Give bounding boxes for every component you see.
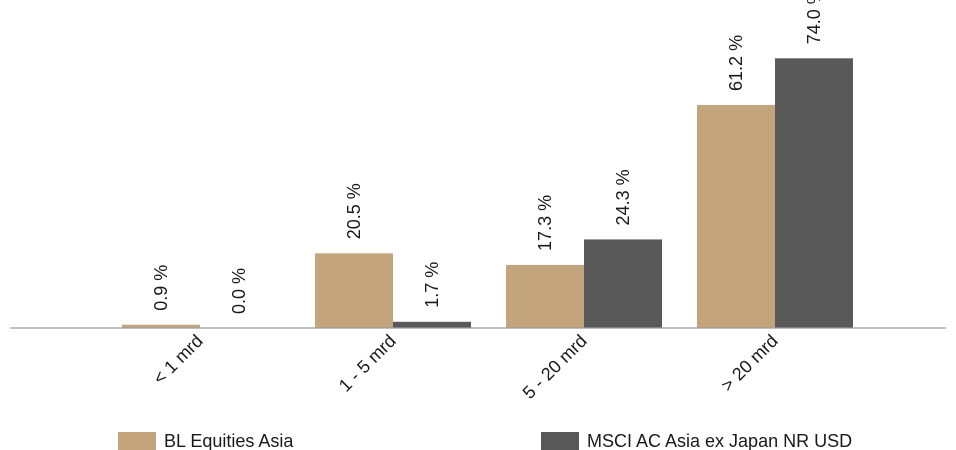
x-tick-label-3: > 20 mrd	[717, 331, 782, 396]
data-label-bl-equities-asia-3: 61.2 %	[726, 35, 746, 91]
data-label-msci-ac-asia-0: 0.0 %	[229, 268, 249, 314]
x-tick-label-1: 1 - 5 mrd	[335, 331, 400, 396]
data-label-bl-equities-asia-2: 17.3 %	[535, 195, 555, 251]
data-labels-group: 0.9 % 0.0 % 20.5 % 1.7 % 17.3 % 24.3 % 61.2 % 7…	[151, 0, 824, 314]
x-tick-label-2: 5 - 20 mrd	[519, 331, 591, 403]
legend-swatch-msci-ac-asia	[541, 432, 579, 450]
legend-label-bl-equities-asia: BL Equities Asia	[164, 431, 294, 450]
bar-msci-ac-asia-1	[393, 321, 471, 328]
data-label-bl-equities-asia-1: 20.5 %	[344, 183, 364, 239]
data-label-msci-ac-asia-2: 24.3 %	[613, 169, 633, 225]
x-tick-labels-group: < 1 mrd 1 - 5 mrd 5 - 20 mrd > 20 mrd	[149, 331, 782, 403]
data-label-msci-ac-asia-1: 1.7 %	[422, 262, 442, 308]
legend: BL Equities Asia MSCI AC Asia ex Japan NR…	[118, 431, 852, 450]
data-label-msci-ac-asia-3: 74.0 %	[804, 0, 824, 44]
bar-msci-ac-asia-3	[775, 58, 853, 329]
bar-msci-ac-asia-2	[584, 239, 662, 328]
bars-group	[122, 58, 853, 329]
bar-bl-equities-asia-1	[315, 253, 393, 328]
bar-bl-equities-asia-0	[122, 324, 200, 328]
data-label-bl-equities-asia-0: 0.9 %	[151, 265, 171, 311]
legend-swatch-bl-equities-asia	[118, 432, 156, 450]
legend-label-msci-ac-asia: MSCI AC Asia ex Japan NR USD	[587, 431, 852, 450]
bar-bl-equities-asia-2	[506, 264, 584, 328]
x-tick-label-0: < 1 mrd	[149, 331, 207, 389]
bar-bl-equities-asia-3	[697, 104, 775, 329]
